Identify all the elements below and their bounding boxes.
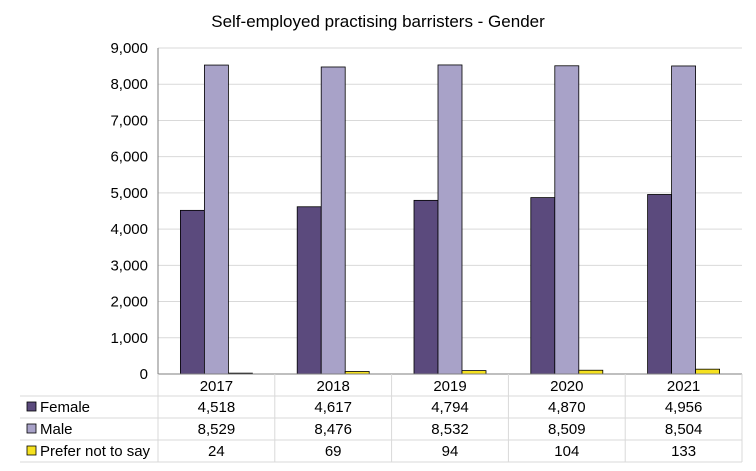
y-tick-label: 9,000	[110, 40, 148, 57]
y-tick-label: 4,000	[110, 221, 148, 238]
bars	[179, 64, 720, 375]
bar-female-2021	[647, 194, 672, 375]
bar-female-2019	[413, 199, 439, 375]
bar-male-2019	[437, 64, 463, 375]
y-tick-label: 8,000	[110, 76, 148, 93]
y-tick-label: 5,000	[110, 185, 148, 202]
x-tick-label: 2020	[550, 378, 583, 395]
table-cell-value: 8,529	[198, 421, 236, 438]
legend-label: Female	[40, 399, 90, 416]
bar-male-2018	[320, 66, 346, 375]
bar-prefer-not-to-say-2020	[578, 369, 604, 375]
table-cell-value: 69	[325, 443, 342, 460]
y-tick-label: 0	[140, 366, 148, 383]
table-cell-value: 8,532	[431, 421, 469, 438]
bar-female-2018	[296, 206, 322, 375]
legend-swatch	[26, 401, 37, 412]
table-cell-value: 8,476	[314, 421, 352, 438]
bar-male-2020	[554, 65, 580, 375]
bar-prefer-not-to-say-2019	[461, 370, 487, 375]
bar-female-2020	[530, 197, 556, 375]
table-cell-value: 8,504	[665, 421, 703, 438]
axes	[157, 48, 742, 375]
table-cell-value: 104	[554, 443, 579, 460]
x-tick-label: 2018	[317, 378, 350, 395]
bar-female-2017	[179, 209, 205, 375]
bar-male-2021	[671, 65, 696, 375]
legend-label: Prefer not to say	[40, 443, 151, 460]
legend-swatch	[26, 423, 37, 434]
y-tick-label: 7,000	[110, 112, 148, 129]
table-cell-value: 4,956	[665, 399, 703, 416]
table-cell-value: 133	[671, 443, 696, 460]
x-tick-label: 2017	[200, 378, 233, 395]
table-cell-value: 4,518	[198, 399, 236, 416]
table-cell-value: 4,794	[431, 399, 469, 416]
y-axis-tick-labels: 0 1,000 2,000 3,000 4,000 5,000 6,000 7,000 8,00…	[110, 40, 148, 383]
x-tick-label: 2019	[433, 378, 466, 395]
table-cell-value: 4,617	[314, 399, 352, 416]
y-tick-label: 6,000	[110, 149, 148, 166]
y-tick-label: 1,000	[110, 330, 148, 347]
chart-title: Self-employed practising barristers - Ge…	[211, 12, 545, 31]
bar-male-2017	[203, 64, 229, 375]
table-cell-value: 4,870	[548, 399, 586, 416]
legend-swatch	[26, 445, 37, 456]
table-cell-value: 24	[208, 443, 225, 460]
table-cell-value: 94	[442, 443, 459, 460]
bar-prefer-not-to-say-2021	[695, 368, 720, 375]
table-cell-value: 8,509	[548, 421, 586, 438]
x-tick-label: 2021	[667, 378, 700, 395]
y-tick-label: 3,000	[110, 257, 148, 274]
legend-label: Male	[40, 421, 73, 438]
data-table: 2017 2018 2019 2020 2021 Female 4,518 4,617 4,79…	[20, 374, 743, 463]
y-tick-label: 2,000	[110, 294, 148, 311]
